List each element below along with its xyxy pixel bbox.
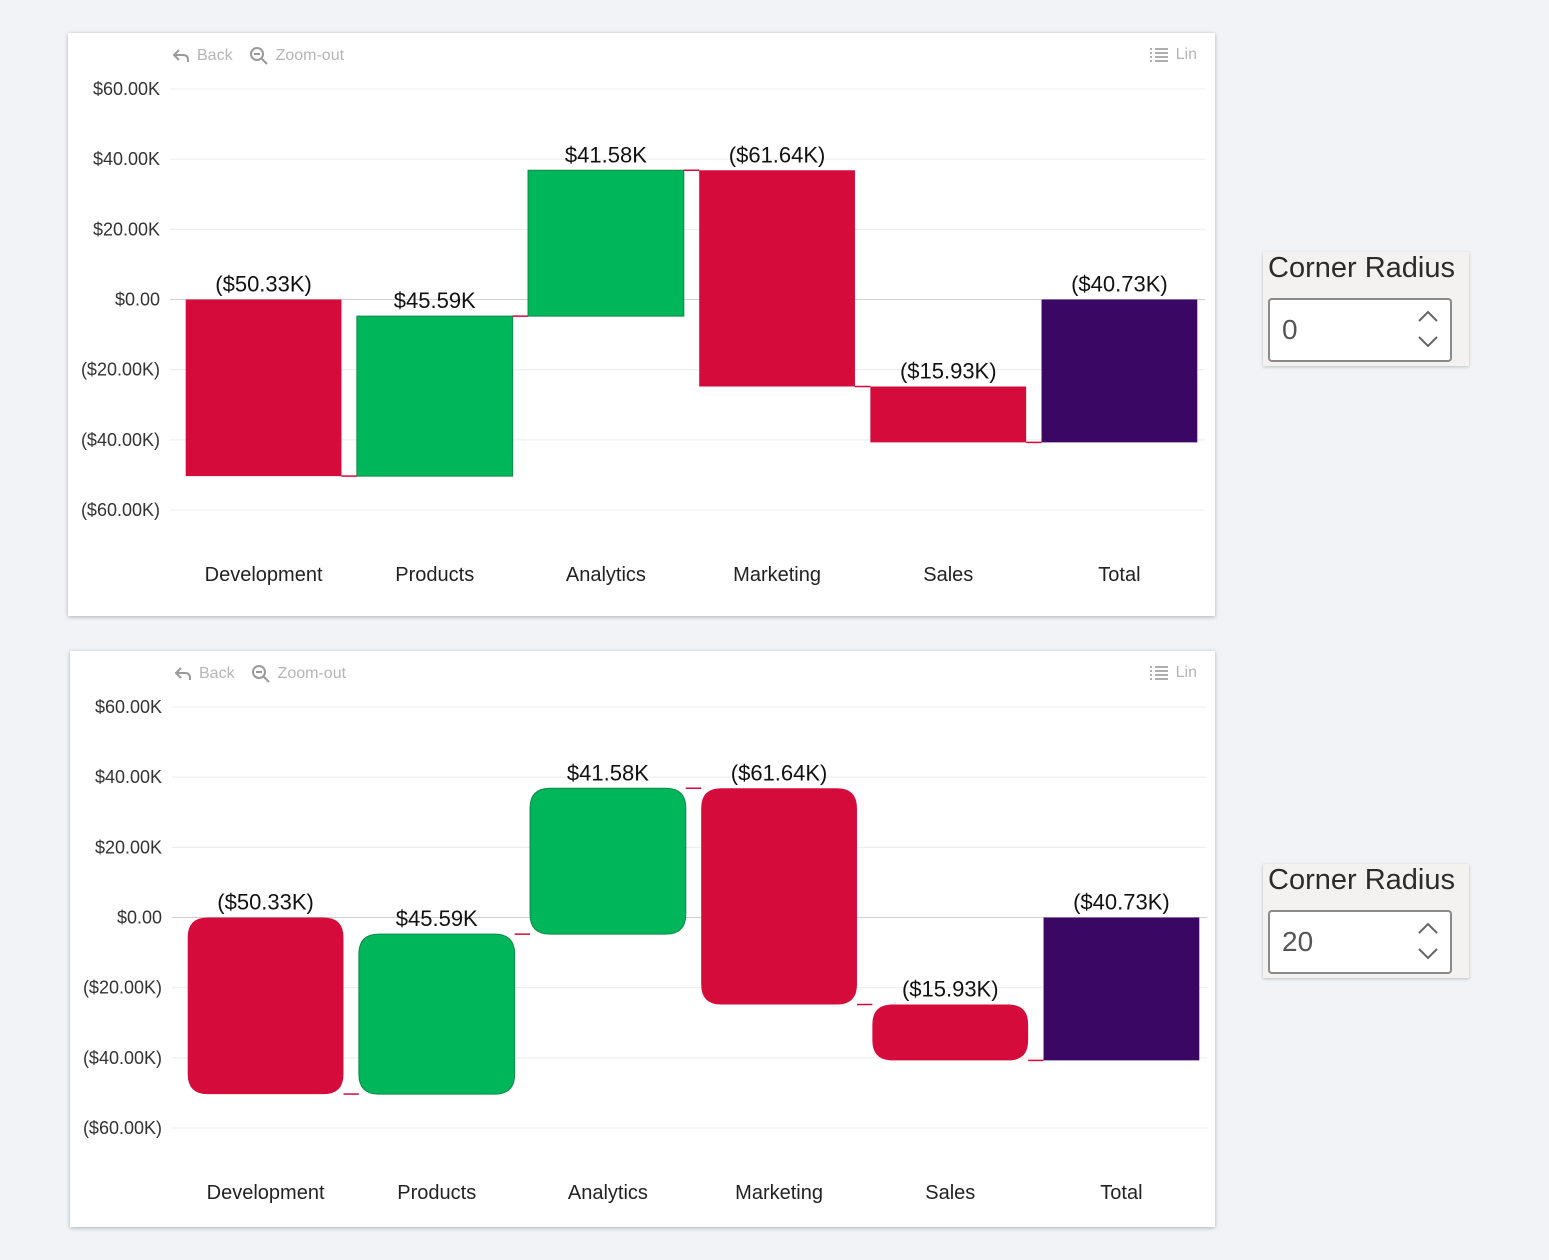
legend-toggle-label: Lin xyxy=(1175,46,1197,63)
chevron-up-icon[interactable] xyxy=(1416,306,1440,326)
list-icon xyxy=(1149,666,1168,680)
waterfall-plot: $60.00K $40.00K $20.00K $0.00 ($20.00K) ($40.… xyxy=(81,79,1205,586)
chevron-down-icon[interactable] xyxy=(1416,332,1440,352)
data-label: ($15.93K) xyxy=(900,359,997,384)
corner-radius-label: Corner Radius xyxy=(1268,864,1455,896)
list-icon xyxy=(1149,48,1168,62)
y-tick-label: $40.00K xyxy=(95,767,162,787)
zoom-out-button[interactable]: Zoom-out xyxy=(249,46,344,66)
legend-toggle-button[interactable]: Lin xyxy=(1149,664,1197,682)
data-label: ($61.64K) xyxy=(729,142,826,167)
zoom-out-icon xyxy=(251,665,270,683)
waterfall-bar xyxy=(872,1004,1029,1061)
legend-toggle-label: Lin xyxy=(1175,664,1197,681)
corner-radius-input[interactable]: 20 xyxy=(1268,910,1452,974)
y-tick-label: $60.00K xyxy=(95,697,162,717)
corner-radius-value: 0 xyxy=(1282,314,1298,345)
legend-toggle-button[interactable]: Lin xyxy=(1149,46,1197,64)
x-category-label: Analytics xyxy=(566,564,646,586)
data-label: ($50.33K) xyxy=(215,272,312,297)
x-category-label: Analytics xyxy=(568,1182,648,1204)
waterfall-bar xyxy=(187,917,344,1095)
y-tick-label: $0.00 xyxy=(117,908,162,928)
corner-radius-label: Corner Radius xyxy=(1268,252,1455,284)
y-tick-label: $60.00K xyxy=(93,79,160,99)
data-label: $41.58K xyxy=(565,142,647,167)
data-label: ($40.73K) xyxy=(1073,890,1170,915)
corner-radius-control: Corner Radius 0 xyxy=(1263,252,1469,366)
x-category-label: Marketing xyxy=(735,1182,823,1204)
waterfall-bar xyxy=(699,170,855,387)
chevron-down-icon[interactable] xyxy=(1416,944,1440,964)
corner-radius-control: Corner Radius 20 xyxy=(1263,864,1469,978)
x-category-label: Marketing xyxy=(733,564,821,586)
waterfall-bar xyxy=(1041,299,1198,443)
x-category-label: Products xyxy=(395,564,474,586)
y-tick-label: $40.00K xyxy=(93,149,160,169)
x-category-label: Sales xyxy=(925,1182,975,1204)
back-label: Back xyxy=(199,665,235,682)
zoom-out-icon xyxy=(249,47,268,65)
waterfall-chart-1: Back Zoom-out Lin $60.00K $40.00K $20.00K $… xyxy=(68,33,1215,616)
chart-toolbar: Back Zoom-out xyxy=(174,664,346,684)
waterfall-bar xyxy=(358,933,516,1095)
waterfall-chart-2: Back Zoom-out Lin $60.00K $40.00K $20.00K $… xyxy=(70,651,1215,1227)
data-label: ($40.73K) xyxy=(1071,272,1168,297)
x-category-label: Products xyxy=(397,1182,476,1204)
data-label: $45.59K xyxy=(396,906,478,931)
chart-toolbar: Back Zoom-out xyxy=(172,46,344,66)
corner-radius-input[interactable]: 0 xyxy=(1268,298,1452,362)
y-tick-label: ($20.00K) xyxy=(81,360,160,380)
back-label: Back xyxy=(197,47,233,64)
y-tick-label: ($60.00K) xyxy=(83,1118,162,1138)
x-category-label: Development xyxy=(205,564,323,586)
waterfall-plot: $60.00K $40.00K $20.00K $0.00 ($20.00K) ($40.… xyxy=(83,697,1207,1204)
waterfall-bar xyxy=(185,299,342,477)
undo-arrow-icon xyxy=(172,49,189,62)
y-tick-label: $20.00K xyxy=(93,219,160,239)
waterfall-bar xyxy=(529,787,687,935)
zoom-out-label: Zoom-out xyxy=(275,47,345,64)
chevron-up-icon[interactable] xyxy=(1416,918,1440,938)
waterfall-bar xyxy=(1043,917,1200,1061)
data-label: $45.59K xyxy=(394,288,476,313)
waterfall-bar xyxy=(870,386,1027,443)
y-tick-label: ($40.00K) xyxy=(83,1048,162,1068)
undo-arrow-icon xyxy=(174,667,191,680)
waterfall-bar xyxy=(527,169,685,317)
data-label: ($50.33K) xyxy=(217,890,314,915)
y-tick-label: ($40.00K) xyxy=(81,430,160,450)
x-category-label: Sales xyxy=(923,564,973,586)
x-category-label: Total xyxy=(1100,1182,1142,1204)
x-category-label: Development xyxy=(207,1182,325,1204)
y-tick-label: $20.00K xyxy=(95,837,162,857)
y-tick-label: ($60.00K) xyxy=(81,500,160,520)
zoom-out-button[interactable]: Zoom-out xyxy=(251,664,346,684)
waterfall-bar xyxy=(356,315,514,477)
waterfall-bar xyxy=(701,788,857,1005)
y-tick-label: ($20.00K) xyxy=(83,978,162,998)
x-category-label: Total xyxy=(1098,564,1140,586)
corner-radius-value: 20 xyxy=(1282,926,1314,957)
data-label: ($61.64K) xyxy=(731,760,828,785)
zoom-out-label: Zoom-out xyxy=(277,665,347,682)
y-tick-label: $0.00 xyxy=(115,290,160,310)
data-label: ($15.93K) xyxy=(902,977,999,1002)
back-button[interactable]: Back xyxy=(172,47,233,65)
back-button[interactable]: Back xyxy=(174,665,235,683)
data-label: $41.58K xyxy=(567,760,649,785)
